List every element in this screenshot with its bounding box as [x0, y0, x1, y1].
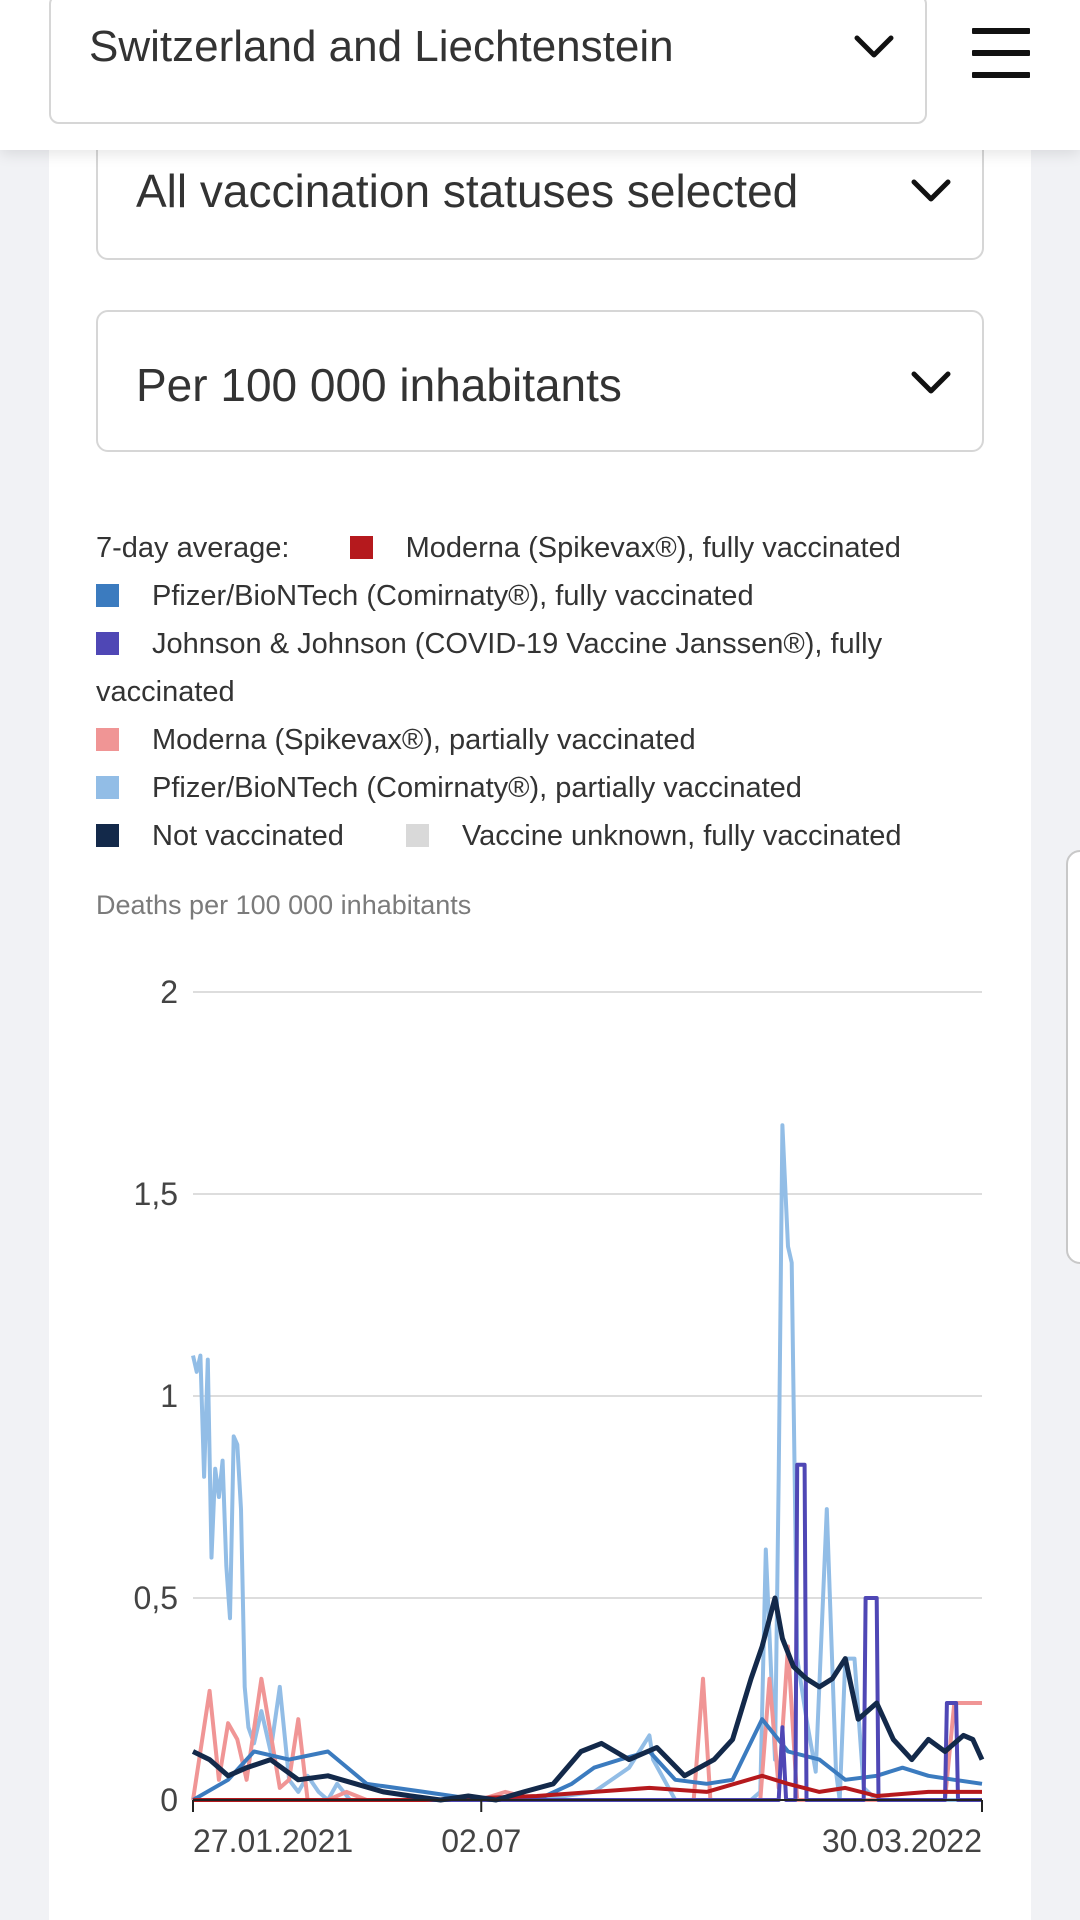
y-tick-label: 2: [160, 974, 178, 1010]
legend-item-vaccine-unknown[interactable]: Vaccine unknown, fully vaccinated: [461, 820, 902, 852]
legend-item-jj-full[interactable]: Johnson & Johnson (COVID-19 Vaccine Jans…: [152, 628, 883, 660]
legend-item-pfizer-full[interactable]: Pfizer/BioNTech (Comirnaty®), fully vacc…: [152, 580, 754, 612]
legend-swatch: [96, 584, 119, 607]
line-chart: 0 0,5 1 1,5 2 27.01.2021 02.07 30.03.2022: [134, 974, 985, 1859]
chevron-down-icon: [910, 178, 952, 204]
y-tick-label: 1: [160, 1378, 178, 1414]
y-tick-label: 0,5: [134, 1580, 178, 1616]
series-line: [193, 1773, 982, 1802]
y-tick-label: 0: [160, 1782, 178, 1818]
hamburger-menu-icon[interactable]: [972, 28, 1030, 78]
legend-row: vaccinated: [96, 676, 235, 709]
legend-row: Moderna (Spikevax®), partially vaccinate…: [96, 724, 696, 757]
legend-swatch: [96, 632, 119, 655]
legend-row: 7-day average: Moderna (Spikevax®), full…: [96, 532, 901, 565]
legend-prefix: 7-day average:: [96, 532, 290, 564]
chevron-down-icon: [853, 34, 895, 60]
series-line: [191, 1595, 985, 1803]
chevron-down-icon: [910, 370, 952, 396]
legend-item-moderna-partial[interactable]: Moderna (Spikevax®), partially vaccinate…: [152, 724, 696, 756]
legend-swatch: [349, 536, 373, 559]
x-tick-label: 27.01.2021: [193, 1823, 353, 1859]
legend-swatch: [405, 824, 429, 847]
legend-row: Johnson & Johnson (COVID-19 Vaccine Jans…: [96, 628, 882, 661]
legend-swatch: [96, 776, 119, 799]
legend-item-not-vaccinated[interactable]: Not vaccinated: [152, 820, 344, 852]
vaccination-status-label: All vaccination statuses selected: [136, 165, 799, 217]
legend-row: Not vaccinated Vaccine unknown, fully va…: [96, 820, 902, 853]
header: Switzerland and Liechtenstein: [0, 0, 1080, 150]
y-axis-title: Deaths per 100 000 inhabitants: [96, 890, 472, 920]
legend-item-moderna-full[interactable]: Moderna (Spikevax®), fully vaccinated: [405, 532, 901, 564]
y-tick-label: 1,5: [134, 1176, 178, 1212]
legend-row: Pfizer/BioNTech (Comirnaty®), fully vacc…: [96, 580, 754, 613]
legend-swatch: [96, 824, 119, 847]
legend-item-pfizer-partial[interactable]: Pfizer/BioNTech (Comirnaty®), partially …: [152, 772, 802, 804]
unit-select[interactable]: Per 100 000 inhabitants: [96, 310, 984, 452]
legend-swatch: [96, 728, 119, 751]
legend-item-jj-full-cont[interactable]: vaccinated: [96, 676, 235, 708]
x-tick-label: 30.03.2022: [822, 1823, 982, 1859]
legend-row: Pfizer/BioNTech (Comirnaty®), partially …: [96, 772, 802, 805]
region-select-label: Switzerland and Liechtenstein: [89, 22, 674, 71]
x-tick-label: 02.07: [441, 1823, 521, 1859]
unit-select-label: Per 100 000 inhabitants: [136, 359, 622, 411]
region-select[interactable]: Switzerland and Liechtenstein: [49, 0, 927, 124]
